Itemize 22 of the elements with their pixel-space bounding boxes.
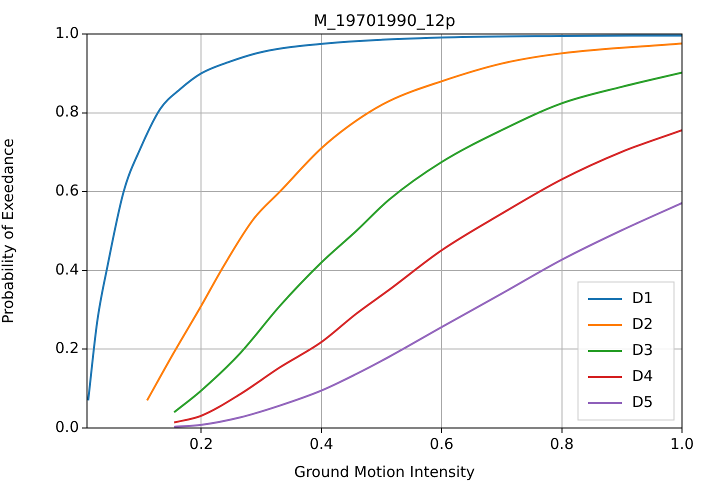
y-tick-label: 1.0 [55, 24, 79, 42]
line-series [173, 129, 682, 424]
y-tick-label: 0.0 [55, 418, 79, 436]
x-tick-label: 1.0 [670, 434, 694, 453]
y-tick-label: 0.2 [55, 339, 79, 358]
legend-label: D3 [632, 340, 654, 359]
x-tick-label: 0.6 [430, 434, 454, 453]
x-tick-label: 0.2 [189, 434, 214, 453]
legend-label: D5 [632, 392, 654, 411]
y-tick-label: 0.4 [55, 260, 79, 278]
x-axis-title: Ground Motion Intensity [294, 462, 476, 481]
x-tick-label: 0.4 [309, 434, 334, 453]
line-series [173, 72, 682, 414]
y-axis-title: Probability of Exeedance [0, 138, 17, 324]
legend-label: D1 [632, 288, 654, 307]
y-tick-label: 0.8 [55, 102, 79, 121]
chart-title: M_19701990_12p [314, 11, 456, 30]
x-tick-label: 0.8 [550, 434, 574, 453]
legend-label: D2 [632, 314, 654, 333]
y-tick-label: 0.6 [55, 181, 79, 200]
legend-label: D4 [632, 366, 654, 385]
line-series [173, 202, 682, 428]
